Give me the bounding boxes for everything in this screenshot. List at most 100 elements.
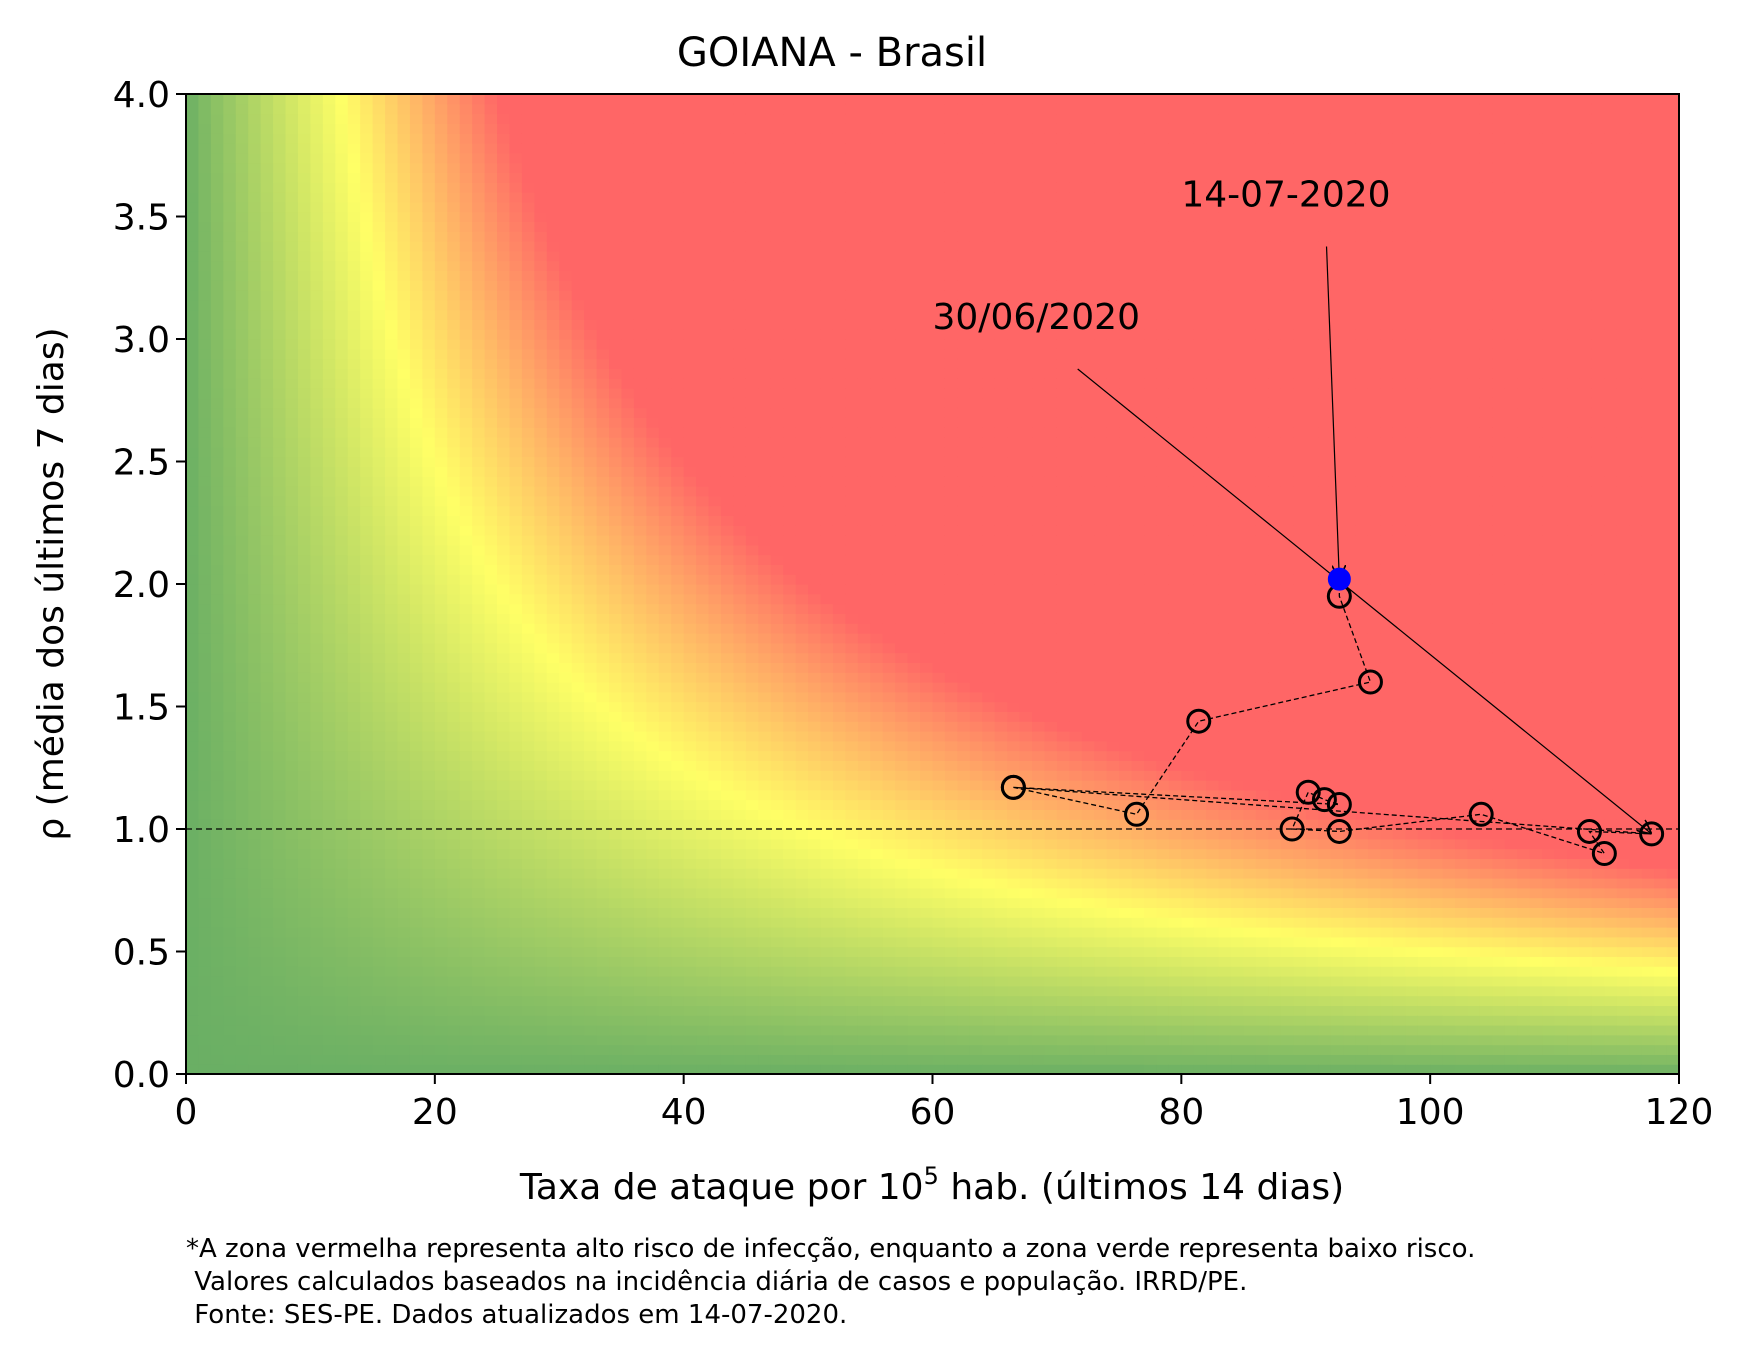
heatmap-cell — [273, 319, 287, 330]
heatmap-cell — [248, 711, 262, 722]
heatmap-cell — [559, 721, 573, 732]
heatmap-cell — [235, 760, 249, 771]
heatmap-cell — [409, 348, 423, 360]
heatmap-cell — [758, 103, 772, 115]
heatmap-cell — [546, 544, 560, 556]
heatmap-cell — [260, 623, 274, 634]
heatmap-cell — [633, 280, 647, 291]
heatmap-cell — [696, 495, 710, 507]
heatmap-cell — [260, 819, 274, 830]
heatmap-cell — [534, 182, 548, 193]
heatmap-cell — [459, 760, 473, 771]
heatmap-cell — [584, 486, 598, 497]
heatmap-cell — [360, 858, 374, 869]
heatmap-cell — [372, 103, 386, 115]
heatmap-cell — [671, 711, 685, 722]
heatmap-cell — [720, 976, 735, 987]
heatmap-cell — [783, 544, 797, 556]
heatmap-cell — [285, 407, 299, 418]
heatmap-cell — [235, 564, 249, 575]
heatmap-cell — [397, 535, 411, 546]
heatmap-cell — [459, 544, 473, 556]
heatmap-cell — [683, 280, 697, 291]
heatmap-cell — [447, 378, 461, 389]
heatmap-cell — [285, 133, 299, 144]
heatmap-cell — [210, 966, 224, 977]
heatmap-cell — [584, 407, 598, 418]
heatmap-cell — [720, 1054, 735, 1065]
heatmap-cell — [273, 427, 287, 438]
heatmap-cell — [720, 564, 735, 575]
heatmap-cell — [509, 740, 523, 752]
heatmap-cell — [683, 299, 697, 311]
heatmap-cell — [621, 731, 635, 742]
heatmap-cell — [297, 525, 312, 536]
heatmap-cell — [584, 564, 598, 575]
heatmap-cell — [235, 299, 249, 311]
heatmap-cell — [795, 446, 809, 458]
heatmap-cell — [770, 329, 784, 340]
heatmap-cell — [509, 711, 523, 722]
heatmap-cell — [434, 260, 448, 271]
heatmap-cell — [372, 956, 386, 967]
heatmap-cell — [447, 985, 461, 997]
heatmap-cell — [210, 339, 224, 350]
heatmap-cell — [385, 623, 399, 634]
heatmap-cell — [720, 525, 735, 536]
heatmap-cell — [534, 780, 548, 791]
heatmap-cell — [397, 623, 411, 634]
heatmap-cell — [409, 554, 423, 565]
heatmap-cell — [297, 280, 312, 291]
heatmap-cell — [509, 574, 523, 585]
heatmap-cell — [658, 584, 672, 595]
heatmap-cell — [210, 740, 224, 752]
heatmap-cell — [472, 456, 486, 467]
heatmap-cell — [360, 143, 374, 154]
heatmap-cell — [434, 1025, 448, 1036]
heatmap-cell — [409, 731, 423, 742]
heatmap-cell — [235, 809, 249, 820]
heatmap-cell — [646, 789, 660, 801]
heatmap-cell — [248, 682, 262, 693]
heatmap-cell — [733, 280, 747, 291]
heatmap-cell — [447, 711, 461, 722]
heatmap-cell — [621, 917, 635, 928]
heatmap-cell — [297, 309, 312, 320]
heatmap-cell — [795, 554, 809, 565]
heatmap-cell — [335, 819, 349, 830]
heatmap-cell — [335, 388, 349, 399]
heatmap-cell — [285, 221, 299, 232]
heatmap-cell — [484, 887, 498, 899]
heatmap-cell — [521, 456, 535, 467]
heatmap-cell — [584, 976, 598, 987]
heatmap-cell — [472, 584, 486, 595]
heatmap-cell — [235, 789, 249, 801]
heatmap-cell — [621, 280, 635, 291]
heatmap-cell — [783, 103, 797, 115]
heatmap-cell — [770, 878, 784, 889]
heatmap-cell — [285, 544, 299, 556]
heatmap-cell — [385, 554, 399, 565]
heatmap-cell — [509, 750, 523, 761]
heatmap-cell — [397, 329, 411, 340]
heatmap-cell — [248, 143, 262, 154]
heatmap-cell — [609, 829, 623, 840]
heatmap-cell — [385, 113, 399, 124]
heatmap-cell — [770, 94, 784, 105]
heatmap-cell — [497, 466, 511, 477]
heatmap-cell — [671, 731, 685, 742]
heatmap-cell — [310, 554, 324, 565]
heatmap-cell — [297, 789, 312, 801]
heatmap-cell — [422, 152, 436, 164]
heatmap-cell — [484, 613, 498, 624]
heatmap-cell — [671, 760, 685, 771]
heatmap-cell — [770, 211, 784, 222]
heatmap-cell — [372, 486, 386, 497]
heatmap-cell — [186, 270, 200, 281]
heatmap-cell — [584, 495, 598, 507]
heatmap-cell — [733, 319, 747, 330]
heatmap-cell — [658, 711, 672, 722]
heatmap-cell — [497, 936, 511, 948]
heatmap-cell — [571, 94, 585, 105]
heatmap-cell — [210, 1005, 224, 1016]
